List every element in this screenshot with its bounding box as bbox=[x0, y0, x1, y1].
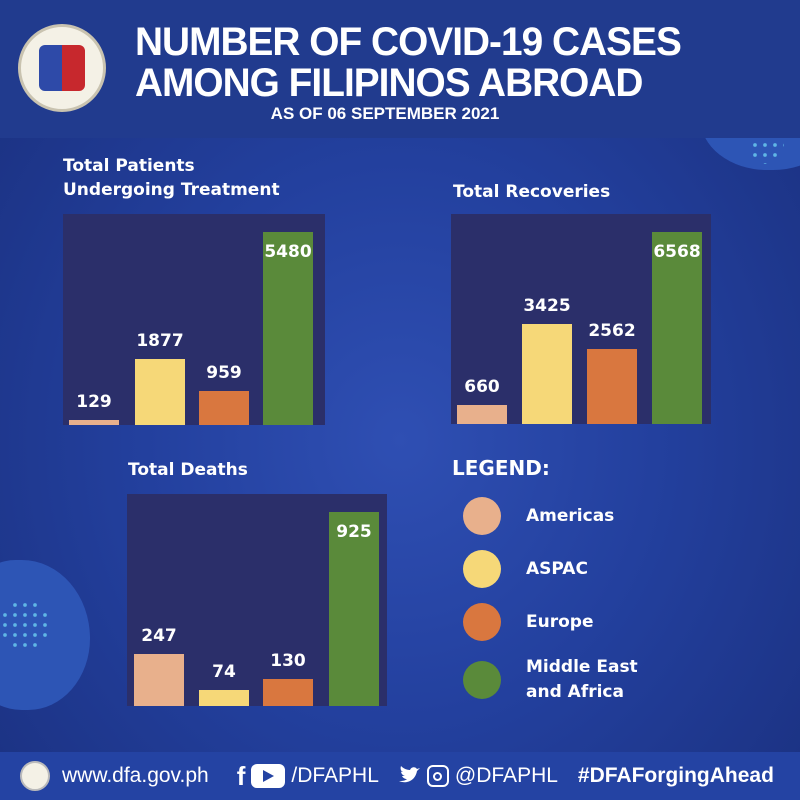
title-line: Total Patients bbox=[63, 156, 195, 176]
bar-americas bbox=[457, 404, 507, 424]
legend-label: ASPAC bbox=[526, 558, 588, 579]
legend-item-americas: Americas bbox=[463, 497, 614, 535]
website-link[interactable]: www.dfa.gov.ph bbox=[62, 764, 209, 787]
title-line: Undergoing Treatment bbox=[63, 180, 280, 200]
chart-deaths: 247 74 130 925 bbox=[127, 494, 387, 706]
legend-item-aspac: ASPAC bbox=[463, 550, 588, 588]
youtube-icon[interactable] bbox=[251, 764, 286, 788]
legend-label: Europe bbox=[526, 611, 594, 632]
value-label-middle-east-and-africa: 6568 bbox=[653, 242, 701, 262]
legend-label: Americas bbox=[526, 505, 615, 526]
value-label-europe: 959 bbox=[206, 363, 242, 384]
chart-title-treatment: Total Patients Undergoing Treatment bbox=[63, 154, 280, 202]
value-label-middle-east-and-africa: 5480 bbox=[264, 242, 312, 262]
value-label-aspac: 3425 bbox=[523, 295, 571, 316]
value-label-americas: 247 bbox=[141, 626, 177, 647]
chart-treatment: 129 1877 959 5480 bbox=[63, 214, 325, 425]
page-title: NUMBER OF COVID-19 CASES AMONG FILIPINOS… bbox=[135, 20, 682, 105]
legend-label-line: and Africa bbox=[526, 682, 624, 702]
title-line-1: NUMBER OF COVID-19 CASES bbox=[135, 20, 682, 64]
bar-aspac bbox=[199, 690, 249, 706]
legend-title: LEGEND: bbox=[452, 456, 550, 480]
title-line-2: AMONG FILIPINOS ABROAD bbox=[135, 61, 643, 105]
bar-aspac bbox=[135, 358, 185, 425]
value-label-europe: 130 bbox=[270, 650, 306, 671]
bar-europe bbox=[587, 349, 637, 424]
value-label-middle-east-and-africa: 925 bbox=[336, 522, 372, 542]
legend-item-mea: Middle East and Africa bbox=[463, 655, 638, 705]
dfa-seal-icon bbox=[20, 761, 50, 791]
chart-title-deaths: Total Deaths bbox=[128, 460, 248, 480]
bar-middle-east-and-africa bbox=[652, 232, 702, 424]
value-label-aspac: 74 bbox=[212, 662, 236, 683]
legend-item-europe: Europe bbox=[463, 603, 593, 641]
bar-americas bbox=[134, 654, 184, 706]
europe-swatch bbox=[463, 603, 501, 641]
as-of-date: AS OF 06 SEPTEMBER 2021 bbox=[270, 104, 500, 123]
subtitle: AS OF 06 SEPTEMBER 2021 bbox=[0, 104, 800, 124]
facebook-icon[interactable]: f bbox=[236, 760, 246, 791]
twitter-instagram-handle[interactable]: @DFAPHL bbox=[454, 764, 558, 787]
bar-europe bbox=[263, 678, 313, 706]
mea-swatch bbox=[463, 661, 501, 699]
value-label-americas: 129 bbox=[76, 392, 112, 413]
value-label-europe: 2562 bbox=[588, 321, 636, 342]
bar-aspac bbox=[522, 323, 572, 424]
virus-decoration bbox=[0, 600, 50, 650]
bar-americas bbox=[69, 420, 119, 425]
hashtag: #DFAForgingAhead bbox=[577, 764, 774, 787]
bar-europe bbox=[199, 391, 249, 425]
value-label-americas: 660 bbox=[464, 376, 500, 397]
footer: www.dfa.gov.ph f /DFAPHL @DFAPHL #DFAFor… bbox=[0, 752, 800, 800]
aspac-swatch bbox=[463, 550, 501, 588]
instagram-icon[interactable] bbox=[426, 765, 449, 787]
chart-title-recoveries: Total Recoveries bbox=[453, 182, 611, 202]
twitter-icon[interactable] bbox=[397, 766, 421, 786]
americas-swatch bbox=[463, 497, 501, 535]
dfa-seal-logo bbox=[18, 24, 106, 112]
bar-middle-east-and-africa bbox=[263, 232, 313, 425]
chart-recoveries: 660 3425 2562 6568 bbox=[451, 214, 711, 424]
legend-label: Middle East and Africa bbox=[526, 655, 638, 705]
value-label-aspac: 1877 bbox=[136, 330, 184, 351]
legend-label-line: Middle East bbox=[526, 657, 638, 677]
header: NUMBER OF COVID-19 CASES AMONG FILIPINOS… bbox=[0, 0, 800, 138]
facebook-youtube-handle[interactable]: /DFAPHL bbox=[291, 764, 379, 787]
bar-middle-east-and-africa bbox=[329, 512, 379, 706]
